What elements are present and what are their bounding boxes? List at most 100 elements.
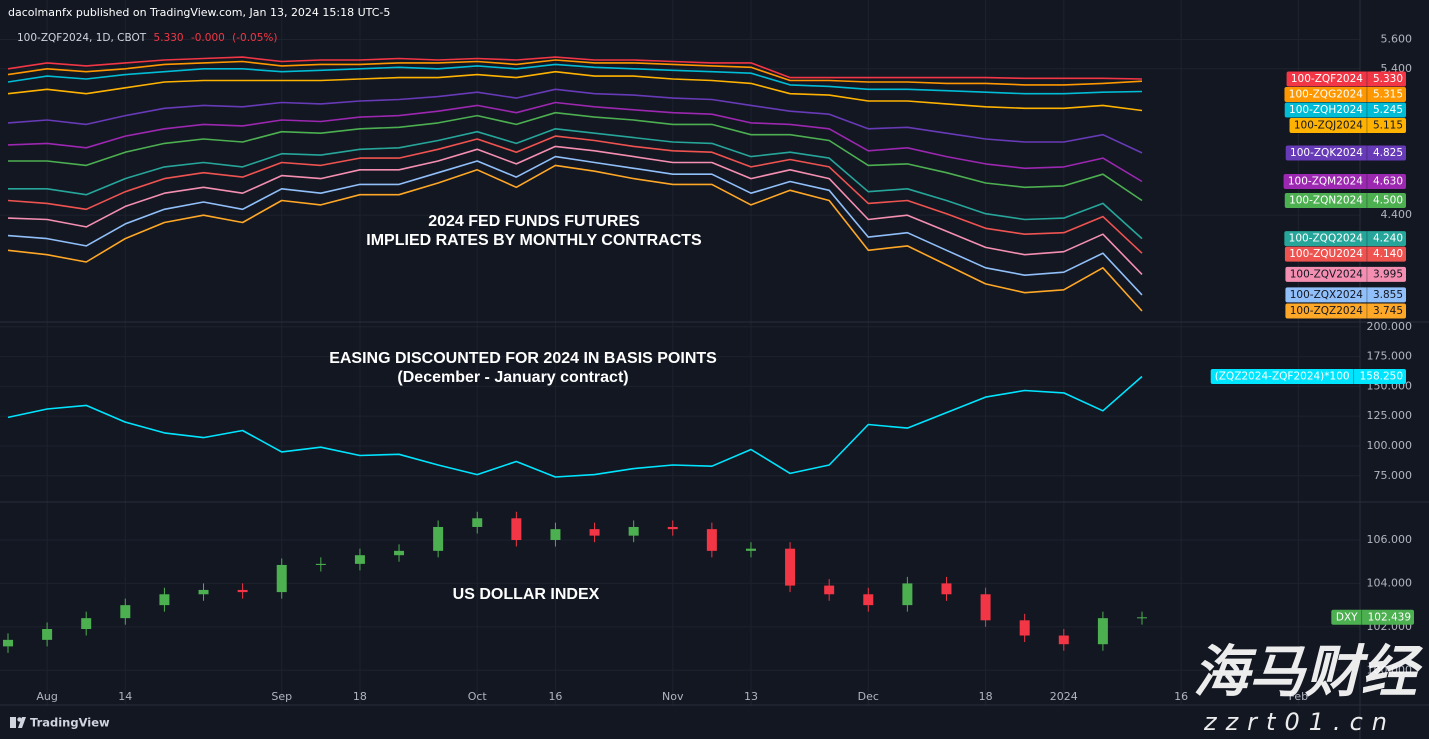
plot-layer [3,56,1147,653]
price-tag: 5.330 100-ZQF2024 [1286,71,1406,87]
candle-body [667,526,678,530]
candle-body [237,589,248,593]
annotation: (December - January contract) [397,369,628,386]
x-tick-label: Sep [271,690,292,703]
x-tick-label: Aug [36,690,57,703]
price-tag: 5.115 100-ZQJ2024 [1289,118,1406,134]
price-tag: 5.245 100-ZQH2024 [1284,102,1406,118]
x-tick-label: 16 [548,690,562,703]
y-tick-label: 104.000 [1367,576,1413,589]
x-tick-label: Dec [858,690,879,703]
tag-value: 3.995 [1373,268,1403,280]
price-tag: 3.745 100-ZQZ2024 [1285,303,1406,319]
price-tag: 5.315 100-ZQG2024 [1284,87,1406,103]
logo-part [18,717,26,728]
annotation: US DOLLAR INDEX [453,586,600,603]
candle-body [1058,635,1069,645]
tag-box [1284,231,1406,247]
y-tick-label: 200.000 [1367,320,1413,333]
tag-name: 100-ZQQ2024 [1289,233,1364,245]
tag-value: 5.245 [1373,104,1403,116]
tag-box [1283,173,1406,189]
tag-box [1284,246,1406,262]
tag-value: 158.250 [1360,371,1403,383]
series-line [7,59,1143,86]
legend-last: 5.330 [154,32,184,44]
tag-name: 100-ZQV2024 [1290,268,1364,280]
attribution: dacolmanfx published on TradingView.com,… [8,6,390,19]
tag-box [1284,102,1406,118]
candle-body [589,529,600,536]
tag-name: (ZQZ2024-ZQF2024)*100 [1215,371,1350,383]
x-tick-label: Feb [1289,690,1308,703]
x-tick-label: 13 [744,690,758,703]
tag-value: 5.330 [1373,73,1403,85]
candle-body [159,594,170,606]
x-tick-label: Nov [662,690,684,703]
y-tick-label: 125.000 [1367,409,1413,422]
tag-name: 100-ZQH2024 [1289,104,1363,116]
tag-name: 100-ZQK2024 [1290,147,1363,159]
price-tag: 4.500 100-ZQN2024 [1284,193,1406,209]
price-tags: 5.6005.4004.400200.000175.000150.000125.… [36,33,1414,703]
candle-body [1019,620,1030,636]
price-tag: 4.630 100-ZQM2024 [1283,173,1406,189]
tag-name: DXY [1336,611,1358,623]
candle-body [276,564,287,593]
candle-body [902,583,913,606]
candle-body [980,594,991,621]
price-tag: 4.240 100-ZQQ2024 [1284,231,1406,247]
legend-change: -0.000 [191,32,225,44]
x-tick-label: 18 [353,690,367,703]
legend: 100-ZQF2024, 1D, CBOT 5.330 -0.000 (-0.0… [17,32,278,44]
candle-body [1137,617,1147,619]
tag-name: 100-ZQU2024 [1289,248,1363,260]
legend-change-pct: (-0.05%) [232,32,277,44]
series-line [7,145,1143,275]
tag-name: 100-ZQX2024 [1290,289,1364,301]
tag-value: 3.745 [1373,305,1403,317]
tag-box [1285,266,1406,282]
candle-body [120,605,131,619]
annotation: IMPLIED RATES BY MONTHLY CONTRACTS [366,232,702,249]
series-line [8,111,1143,202]
series-line [7,88,1143,154]
tag-value: 3.855 [1373,289,1403,301]
y-tick-label: 4.400 [1381,208,1413,221]
watermark-title: 海马财经 [1193,640,1423,705]
series-line [7,56,1143,80]
grid-layer [0,0,1360,705]
price-tag: 3.855 100-ZQX2024 [1285,287,1406,303]
x-tick-label: 14 [118,690,132,703]
tag-box [1286,71,1406,87]
watermark-site: zzrt01.cn [1203,708,1396,736]
tag-box [1210,369,1406,385]
candle-body [81,618,92,630]
series-line [7,70,1143,112]
candle-body [42,629,53,640]
candle-body [394,550,405,556]
price-tag: 4.140 100-ZQU2024 [1284,246,1406,262]
candle-body [941,583,952,595]
candle-body [3,639,13,647]
tag-box [1284,87,1406,103]
tag-box [1284,193,1406,209]
candle-body [745,548,756,551]
series-line [7,135,1143,254]
series-line [7,101,1143,183]
y-tick-label: 100.000 [1367,663,1413,676]
tag-box [1289,118,1406,134]
tag-name: 100-ZQF2024 [1291,73,1363,85]
tag-box [1331,609,1414,625]
tag-value: 5.115 [1373,120,1403,132]
tag-value: 4.825 [1373,147,1403,159]
price-tag: 3.995 100-ZQV2024 [1285,266,1406,282]
candle-body [511,518,522,540]
y-tick-label: 75.000 [1374,469,1413,482]
annotation: EASING DISCOUNTED FOR 2024 IN BASIS POIN… [329,350,717,367]
tag-value: 5.315 [1373,89,1403,101]
tag-name: 100-ZQG2024 [1289,89,1363,101]
tag-value: 102.439 [1368,611,1411,623]
brand: TradingView [30,716,110,730]
